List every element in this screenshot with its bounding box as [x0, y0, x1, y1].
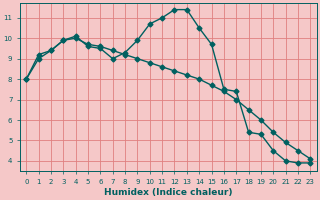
X-axis label: Humidex (Indice chaleur): Humidex (Indice chaleur) — [104, 188, 233, 197]
